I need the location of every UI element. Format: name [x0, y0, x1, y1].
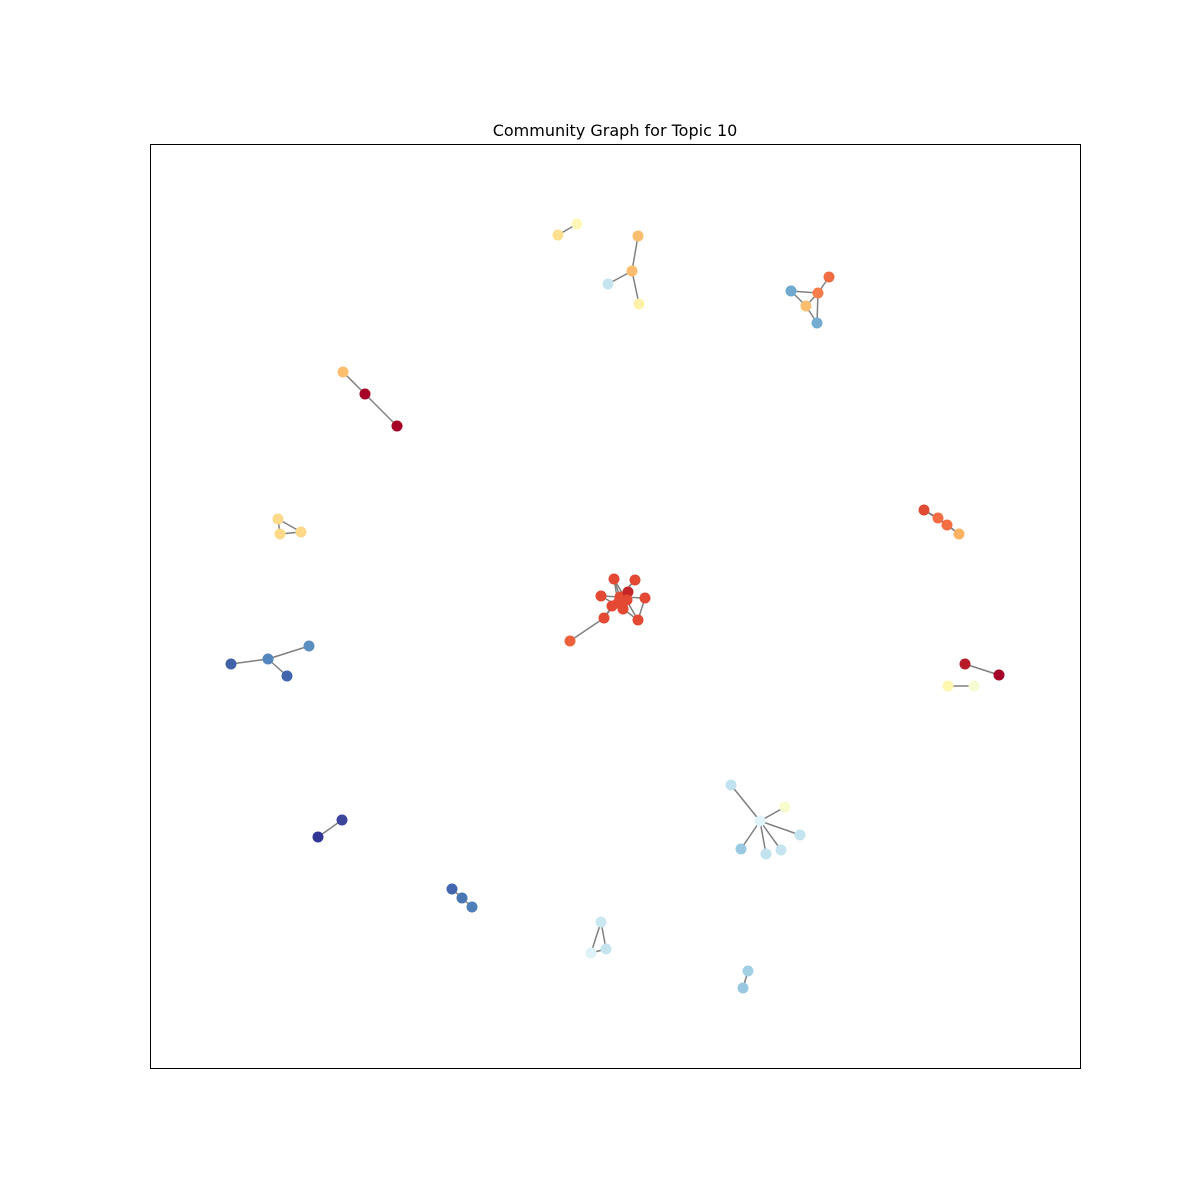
node-m3: [600, 943, 612, 955]
node-d1: [337, 366, 349, 378]
node-g8: [598, 612, 610, 624]
edge-b2-b4: [631, 270, 640, 305]
node-j1: [725, 779, 737, 791]
node-g5: [595, 590, 607, 602]
edge-j3-j4: [759, 820, 801, 836]
node-b4: [633, 298, 645, 310]
edge-j3-j5: [740, 820, 761, 850]
node-l1: [446, 883, 458, 895]
node-a1: [552, 229, 564, 241]
edge-b1-b2: [631, 235, 639, 272]
node-g11: [621, 594, 633, 606]
edge-g13-g8: [569, 617, 605, 642]
node-h4: [281, 670, 293, 682]
chart-title: Community Graph for Topic 10: [493, 121, 738, 140]
node-c5: [811, 317, 823, 329]
node-j2: [779, 801, 791, 813]
node-b3: [602, 278, 614, 290]
node-i3: [942, 680, 954, 692]
node-h3: [262, 653, 274, 665]
node-j3: [754, 815, 766, 827]
node-f3: [941, 519, 953, 531]
node-m1: [595, 916, 607, 928]
node-k1: [336, 814, 348, 826]
edge-h2-h3: [230, 658, 269, 665]
node-n1: [742, 965, 754, 977]
node-i4: [968, 680, 980, 692]
node-e2: [274, 528, 286, 540]
edge-h3-h1: [267, 645, 310, 660]
node-c4: [800, 300, 812, 312]
node-g12: [606, 600, 618, 612]
node-g6: [639, 592, 651, 604]
node-n2: [737, 982, 749, 994]
node-c2: [785, 285, 797, 297]
nodes-layer: [225, 218, 1005, 994]
node-i1: [959, 658, 971, 670]
node-b1: [632, 230, 644, 242]
node-c1: [823, 271, 835, 283]
node-e1: [272, 513, 284, 525]
edge-j3-j6: [759, 820, 782, 851]
node-f4: [953, 528, 965, 540]
node-f1: [918, 504, 930, 516]
node-k2: [312, 831, 324, 843]
node-g10: [632, 614, 644, 626]
node-j4: [794, 829, 806, 841]
node-g4: [629, 574, 641, 586]
node-l2: [456, 892, 468, 904]
node-g13: [564, 635, 576, 647]
node-b2: [626, 265, 638, 277]
edge-d2-d3: [364, 393, 398, 427]
node-g9: [617, 603, 629, 615]
node-j7: [760, 848, 772, 860]
node-c3: [812, 287, 824, 299]
node-d3: [391, 420, 403, 432]
node-f2: [932, 512, 944, 524]
node-i2: [993, 669, 1005, 681]
node-h2: [225, 658, 237, 670]
plot-frame: [150, 144, 1081, 1069]
node-j6: [775, 844, 787, 856]
node-h1: [303, 640, 315, 652]
node-a2: [571, 218, 583, 230]
node-j5: [735, 843, 747, 855]
node-l3: [466, 901, 478, 913]
node-d2: [359, 388, 371, 400]
node-g3: [622, 586, 634, 598]
node-e3: [295, 526, 307, 538]
edge-j1-j3: [730, 784, 761, 822]
edge-j3-j7: [759, 820, 767, 855]
node-g2: [608, 573, 620, 585]
edge-i1-i2: [964, 663, 1000, 676]
node-m2: [585, 947, 597, 959]
